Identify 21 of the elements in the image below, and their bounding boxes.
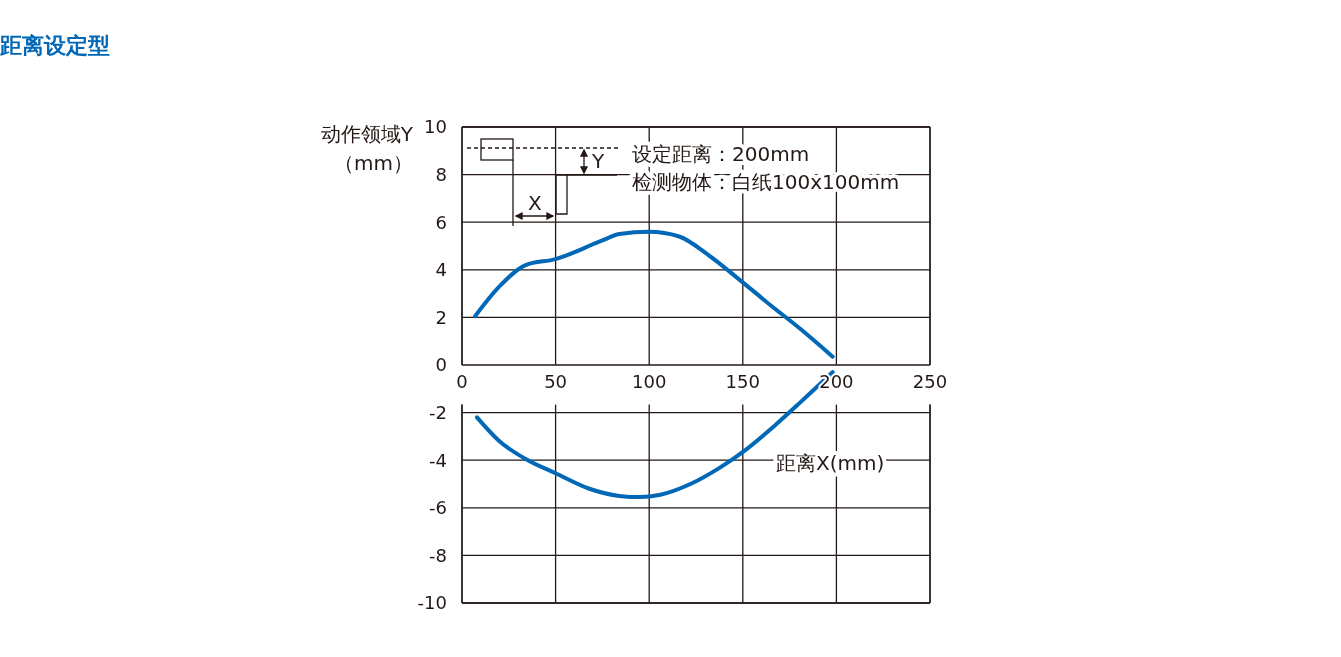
y-tick-label: -4 [429,449,447,471]
y-tick-label: 4 [435,259,447,281]
y-tick-label: 8 [435,163,447,185]
x-tick-label: 250 [912,371,948,392]
y-tick-label: -8 [429,544,447,566]
x-tick-label: 50 [544,371,568,392]
y-axis-title: 动作领域Y （mm） [320,122,414,175]
annotation: Y [591,149,605,173]
y-tick-label: -10 [417,592,447,614]
x-tick-label: 0 [456,371,468,392]
y-tick-label: 10 [424,116,447,138]
line-series [473,229,835,359]
y-tick-label: -2 [429,401,447,423]
y-tick-label: 2 [435,306,447,328]
y-tick-label: 6 [435,211,447,233]
x-tick-label: 150 [725,371,760,392]
y-tick-label: -6 [429,497,447,519]
x-tick-label: 100 [632,371,667,392]
y-tick-label: 0 [435,354,447,376]
text: 距离设定型 [0,33,110,58]
annotation: X [528,191,542,215]
